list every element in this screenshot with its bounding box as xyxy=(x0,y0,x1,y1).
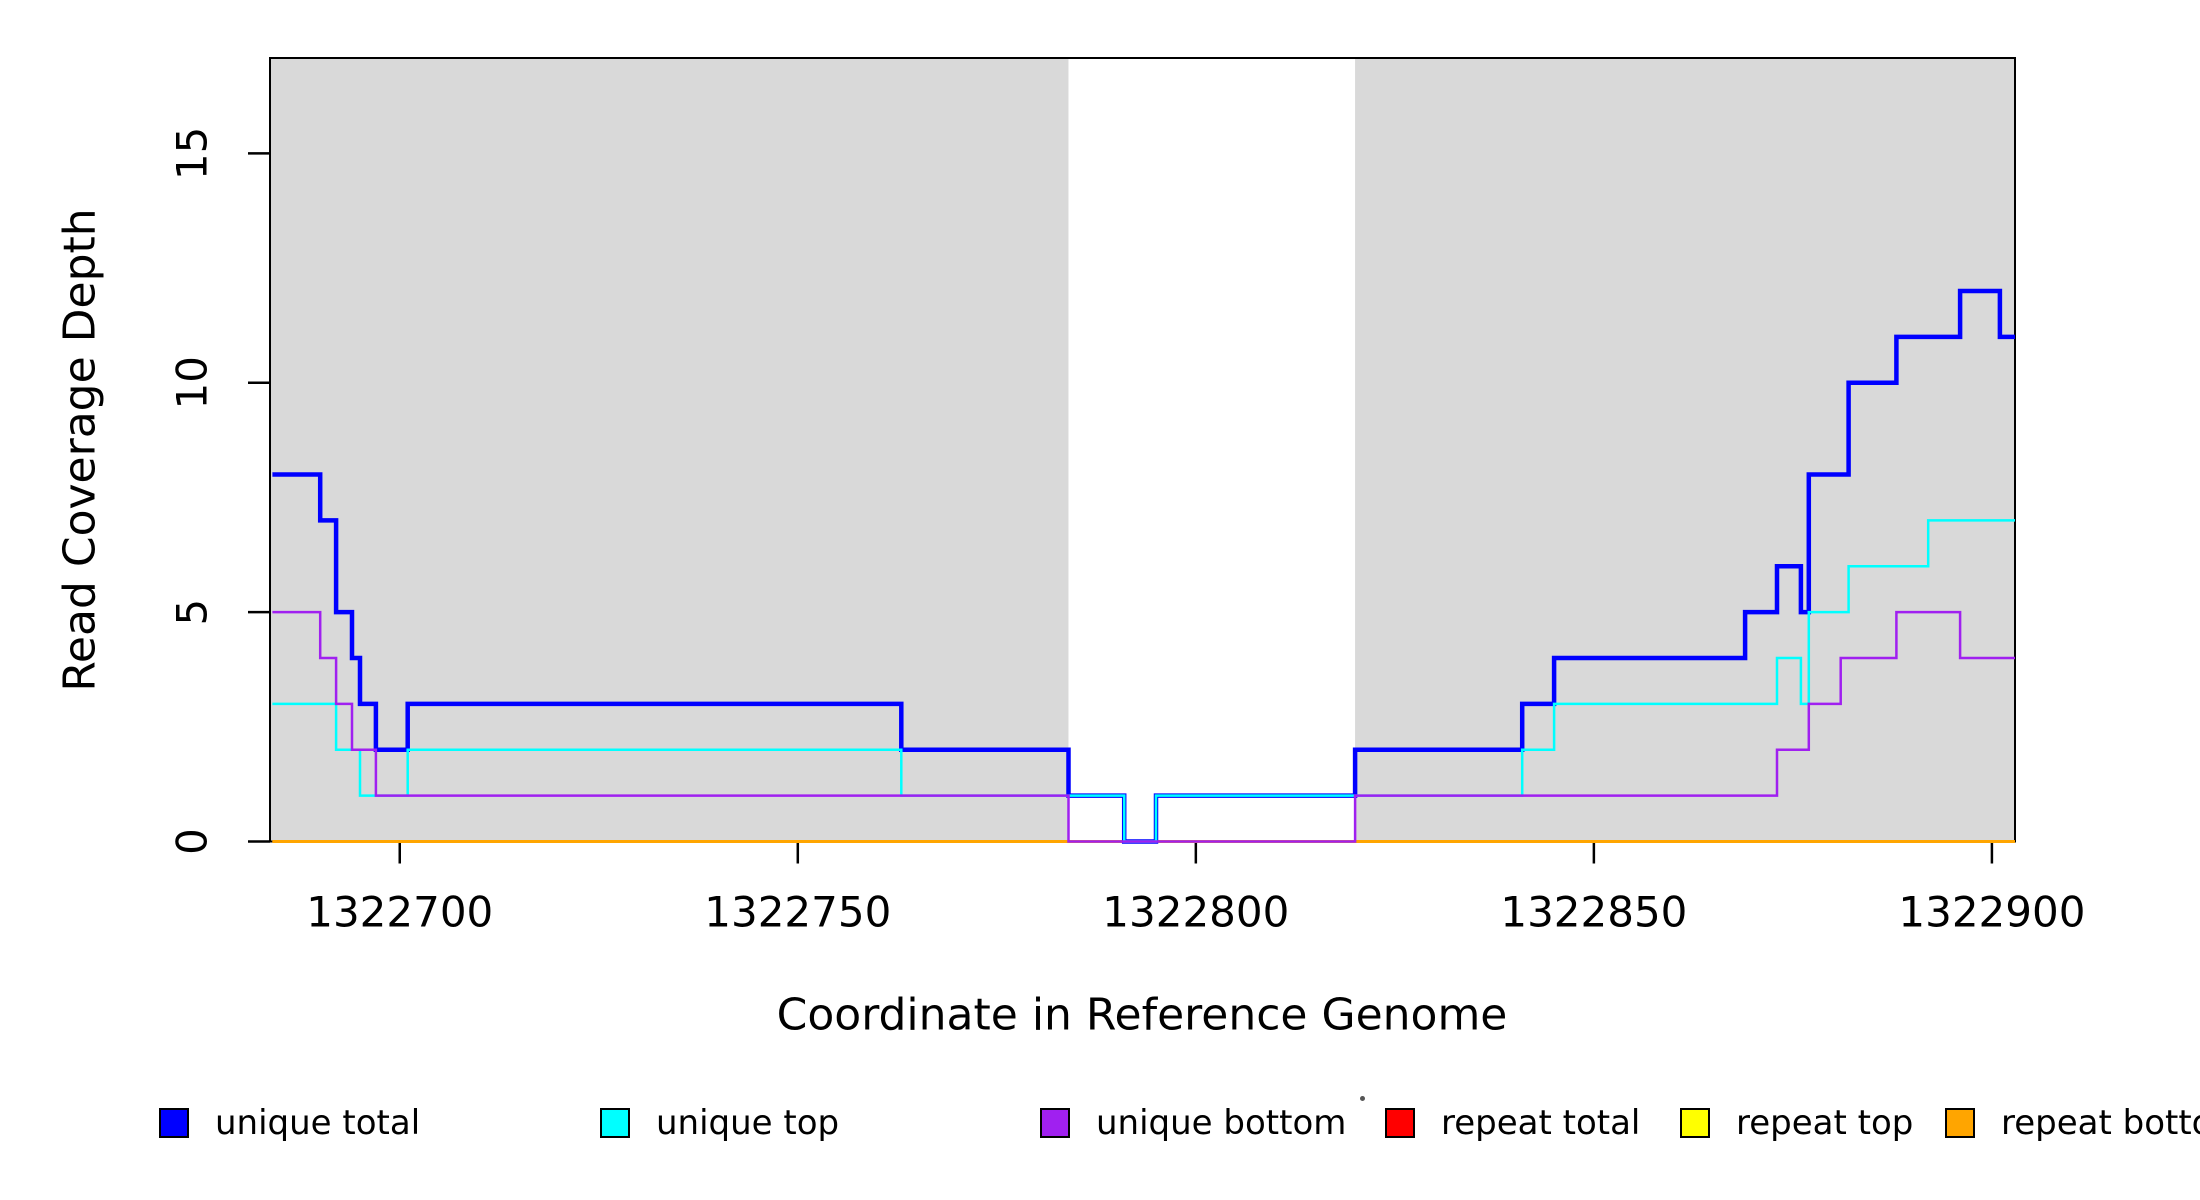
y-tick-label: 0 xyxy=(168,828,217,855)
legend-item-repeat-bottom: repeat bottom xyxy=(1945,1103,2200,1143)
legend-item-unique-total: unique total xyxy=(159,1103,420,1143)
y-tick-label: 5 xyxy=(168,599,217,626)
legend-label: unique top xyxy=(656,1103,840,1143)
x-axis-title: Coordinate in Reference Genome xyxy=(776,989,1508,1041)
unshaded-region xyxy=(1068,59,1356,841)
x-tick-label: 1322850 xyxy=(1500,888,1687,937)
legend-swatch-unique-top xyxy=(600,1108,630,1138)
legend-label: repeat bottom xyxy=(2001,1103,2200,1143)
y-tick-label: 10 xyxy=(168,356,217,409)
x-tick-label: 1322800 xyxy=(1102,888,1289,937)
legend-item-repeat-total: repeat total xyxy=(1385,1103,1640,1143)
y-axis-title: Read Coverage Depth xyxy=(54,208,106,692)
x-tick-label: 1322900 xyxy=(1898,888,2085,937)
legend-swatch-repeat-total xyxy=(1385,1108,1415,1138)
legend-item-unique-bottom: unique bottom xyxy=(1040,1103,1346,1143)
legend-label: unique total xyxy=(215,1103,421,1143)
legend-item-unique-top: unique top xyxy=(600,1103,839,1143)
legend-item-repeat-top: repeat top xyxy=(1680,1103,1913,1143)
legend-label: repeat total xyxy=(1441,1103,1641,1143)
stray-dot-artifact xyxy=(1360,1096,1365,1101)
series-line-unique-total xyxy=(272,288,2015,844)
legend-label: unique bottom xyxy=(1096,1103,1347,1143)
y-tick-label: 15 xyxy=(168,127,217,180)
series-line-unique-bottom xyxy=(272,610,2015,843)
legend-swatch-unique-total xyxy=(159,1108,189,1138)
legend-swatch-unique-bottom xyxy=(1040,1108,1070,1138)
x-tick-label: 1322750 xyxy=(704,888,891,937)
legend-swatch-repeat-bottom xyxy=(1945,1108,1975,1138)
legend-label: repeat top xyxy=(1736,1103,1914,1143)
x-tick-label: 1322700 xyxy=(306,888,493,937)
legend-swatch-repeat-top xyxy=(1680,1108,1710,1138)
